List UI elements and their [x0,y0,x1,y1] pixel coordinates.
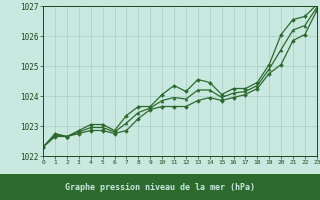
Text: Graphe pression niveau de la mer (hPa): Graphe pression niveau de la mer (hPa) [65,182,255,192]
